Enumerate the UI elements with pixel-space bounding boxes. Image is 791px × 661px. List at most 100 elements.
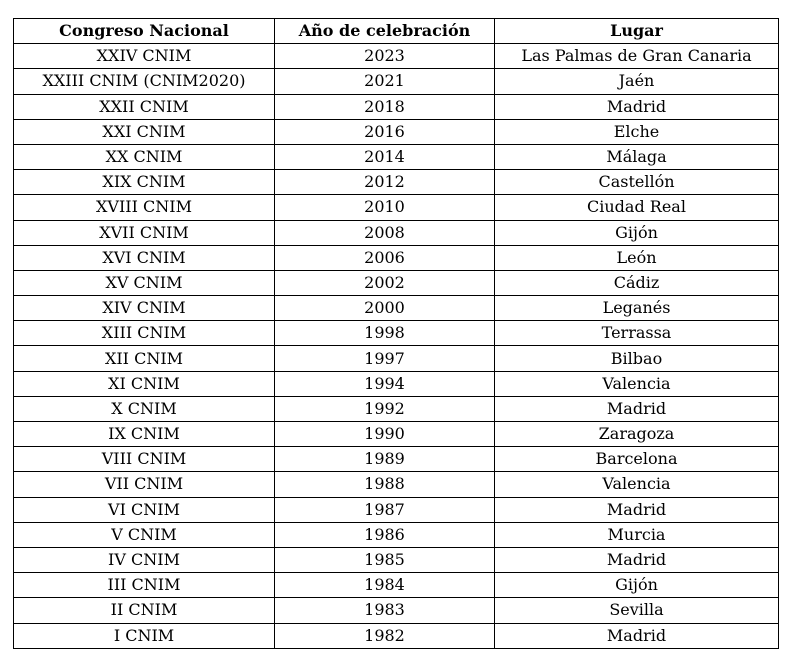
lugar-cell: Terrassa: [494, 320, 779, 347]
anio-cell: 1983: [274, 597, 495, 624]
anio-cell: 2016: [274, 118, 495, 145]
header-row: Congreso Nacional Año de celebración Lug…: [13, 17, 779, 45]
congreso-cell: V CNIM: [13, 521, 275, 548]
congreso-cell: XI CNIM: [13, 370, 275, 397]
congreso-cell: XXI CNIM: [13, 118, 275, 145]
table-row: XV CNIM 2002 Cádiz: [13, 269, 779, 297]
congreso-cell: XVIII CNIM: [13, 194, 275, 221]
congreso-cell: I CNIM: [13, 622, 275, 649]
congreso-cell: XXIII CNIM (CNIM2020): [13, 68, 275, 95]
congreso-cell: XV CNIM: [13, 269, 275, 297]
lugar-cell: Madrid: [494, 546, 779, 574]
lugar-cell: Gijón: [494, 572, 779, 599]
table-row: VII CNIM 1988 Valencia: [13, 471, 779, 498]
table-row: III CNIM 1984 Gijón: [13, 572, 779, 599]
table-row: XIX CNIM 2012 Castellón: [13, 169, 779, 196]
table-row: IV CNIM 1985 Madrid: [13, 546, 779, 574]
anio-cell: 1985: [274, 546, 495, 574]
table-row: XXIII CNIM (CNIM2020) 2021 Jaén: [13, 68, 779, 95]
lugar-cell: Madrid: [494, 395, 779, 423]
congreso-cell: II CNIM: [13, 597, 275, 624]
table-row: II CNIM 1983 Sevilla: [13, 597, 779, 624]
congreso-cell: XII CNIM: [13, 345, 275, 372]
congreso-cell: IV CNIM: [13, 546, 275, 574]
anio-cell: 2012: [274, 169, 495, 196]
table-row: XIII CNIM 1998 Terrassa: [13, 320, 779, 347]
table-row: XVI CNIM 2006 León: [13, 244, 779, 271]
lugar-cell: Castellón: [494, 169, 779, 196]
congreso-cell: III CNIM: [13, 572, 275, 599]
anio-cell: 2000: [274, 295, 495, 322]
table-row: XIV CNIM 2000 Leganés: [13, 295, 779, 322]
table-row: I CNIM 1982 Madrid: [13, 622, 779, 649]
lugar-cell: Las Palmas de Gran Canaria: [494, 43, 779, 70]
header-congreso: Congreso Nacional: [13, 17, 275, 45]
lugar-cell: Zaragoza: [494, 420, 779, 448]
table-row: VI CNIM 1987 Madrid: [13, 496, 779, 523]
lugar-cell: Valencia: [494, 370, 779, 397]
anio-cell: 1984: [274, 572, 495, 599]
anio-cell: 2023: [274, 43, 495, 70]
lugar-cell: León: [494, 244, 779, 271]
congreso-cell: XIII CNIM: [13, 320, 275, 347]
lugar-cell: Cádiz: [494, 269, 779, 297]
congreso-cell: X CNIM: [13, 395, 275, 423]
table-row: X CNIM 1992 Madrid: [13, 395, 779, 423]
congreso-cell: IX CNIM: [13, 420, 275, 448]
congress-table: Congreso Nacional Año de celebración Lug…: [13, 17, 779, 649]
lugar-cell: Leganés: [494, 295, 779, 322]
congreso-cell: XXIV CNIM: [13, 43, 275, 70]
congreso-cell: VIII CNIM: [13, 446, 275, 473]
congreso-cell: VII CNIM: [13, 471, 275, 498]
anio-cell: 2010: [274, 194, 495, 221]
anio-cell: 1990: [274, 420, 495, 448]
lugar-cell: Barcelona: [494, 446, 779, 473]
anio-cell: 1994: [274, 370, 495, 397]
anio-cell: 1997: [274, 345, 495, 372]
table-row: XVII CNIM 2008 Gijón: [13, 219, 779, 246]
table-row: IX CNIM 1990 Zaragoza: [13, 420, 779, 448]
anio-cell: 2002: [274, 269, 495, 297]
table-row: XII CNIM 1997 Bilbao: [13, 345, 779, 372]
lugar-cell: Bilbao: [494, 345, 779, 372]
lugar-cell: Murcia: [494, 521, 779, 548]
lugar-cell: Jaén: [494, 68, 779, 95]
anio-cell: 1992: [274, 395, 495, 423]
congreso-cell: XXII CNIM: [13, 93, 275, 120]
congreso-cell: XX CNIM: [13, 143, 275, 171]
congreso-cell: VI CNIM: [13, 496, 275, 523]
anio-cell: 2014: [274, 143, 495, 171]
header-anio: Año de celebración: [274, 17, 495, 45]
anio-cell: 1986: [274, 521, 495, 548]
anio-cell: 2018: [274, 93, 495, 120]
congreso-cell: XVI CNIM: [13, 244, 275, 271]
lugar-cell: Madrid: [494, 93, 779, 120]
lugar-cell: Madrid: [494, 622, 779, 649]
lugar-cell: Elche: [494, 118, 779, 145]
table-row: XX CNIM 2014 Málaga: [13, 143, 779, 171]
table-row: XXIV CNIM 2023 Las Palmas de Gran Canaria: [13, 43, 779, 70]
anio-cell: 2006: [274, 244, 495, 271]
lugar-cell: Valencia: [494, 471, 779, 498]
lugar-cell: Madrid: [494, 496, 779, 523]
anio-cell: 2008: [274, 219, 495, 246]
table-row: XI CNIM 1994 Valencia: [13, 370, 779, 397]
header-lugar: Lugar: [494, 17, 779, 45]
anio-cell: 1998: [274, 320, 495, 347]
table-row: VIII CNIM 1989 Barcelona: [13, 446, 779, 473]
lugar-cell: Málaga: [494, 143, 779, 171]
anio-cell: 1988: [274, 471, 495, 498]
congreso-cell: XIX CNIM: [13, 169, 275, 196]
anio-cell: 1982: [274, 622, 495, 649]
lugar-cell: Gijón: [494, 219, 779, 246]
anio-cell: 1987: [274, 496, 495, 523]
anio-cell: 2021: [274, 68, 495, 95]
table-row: V CNIM 1986 Murcia: [13, 521, 779, 548]
anio-cell: 1989: [274, 446, 495, 473]
lugar-cell: Ciudad Real: [494, 194, 779, 221]
lugar-cell: Sevilla: [494, 597, 779, 624]
table-row: XXI CNIM 2016 Elche: [13, 118, 779, 145]
table-row: XVIII CNIM 2010 Ciudad Real: [13, 194, 779, 221]
congreso-cell: XVII CNIM: [13, 219, 275, 246]
congreso-cell: XIV CNIM: [13, 295, 275, 322]
